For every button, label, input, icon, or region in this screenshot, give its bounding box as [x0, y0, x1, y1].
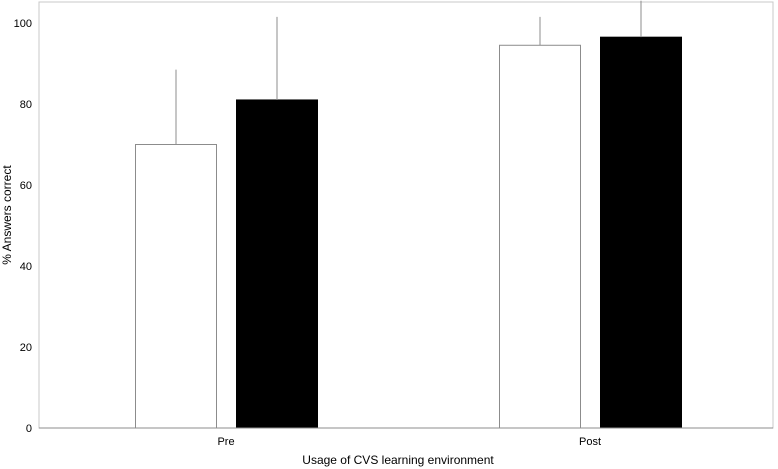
- y-tick-label: 100: [14, 18, 32, 30]
- y-tick-label: 0: [26, 423, 32, 435]
- x-axis-title: Usage of CVS learning environment: [302, 453, 494, 467]
- y-axis-title: % Answers correct: [0, 165, 14, 265]
- bar-pre-series-2: [236, 99, 318, 429]
- error-bars-layer: [175, 0, 642, 145]
- x-category-label: Post: [579, 436, 601, 448]
- x-category-label: Pre: [217, 436, 234, 448]
- y-tick-label: 60: [20, 180, 32, 192]
- y-tick-label: 40: [20, 261, 32, 273]
- x-category-labels: Pre Post: [217, 436, 601, 448]
- y-tick-label: 80: [20, 99, 32, 111]
- bar-post-series-1: [499, 44, 581, 429]
- bar-pre-series-1: [135, 144, 217, 429]
- bar-post-series-2: [600, 36, 682, 429]
- y-tick-labels: 0 20 40 60 80 100: [14, 18, 32, 435]
- bars-layer: [135, 36, 682, 429]
- y-tick-label: 20: [20, 342, 32, 354]
